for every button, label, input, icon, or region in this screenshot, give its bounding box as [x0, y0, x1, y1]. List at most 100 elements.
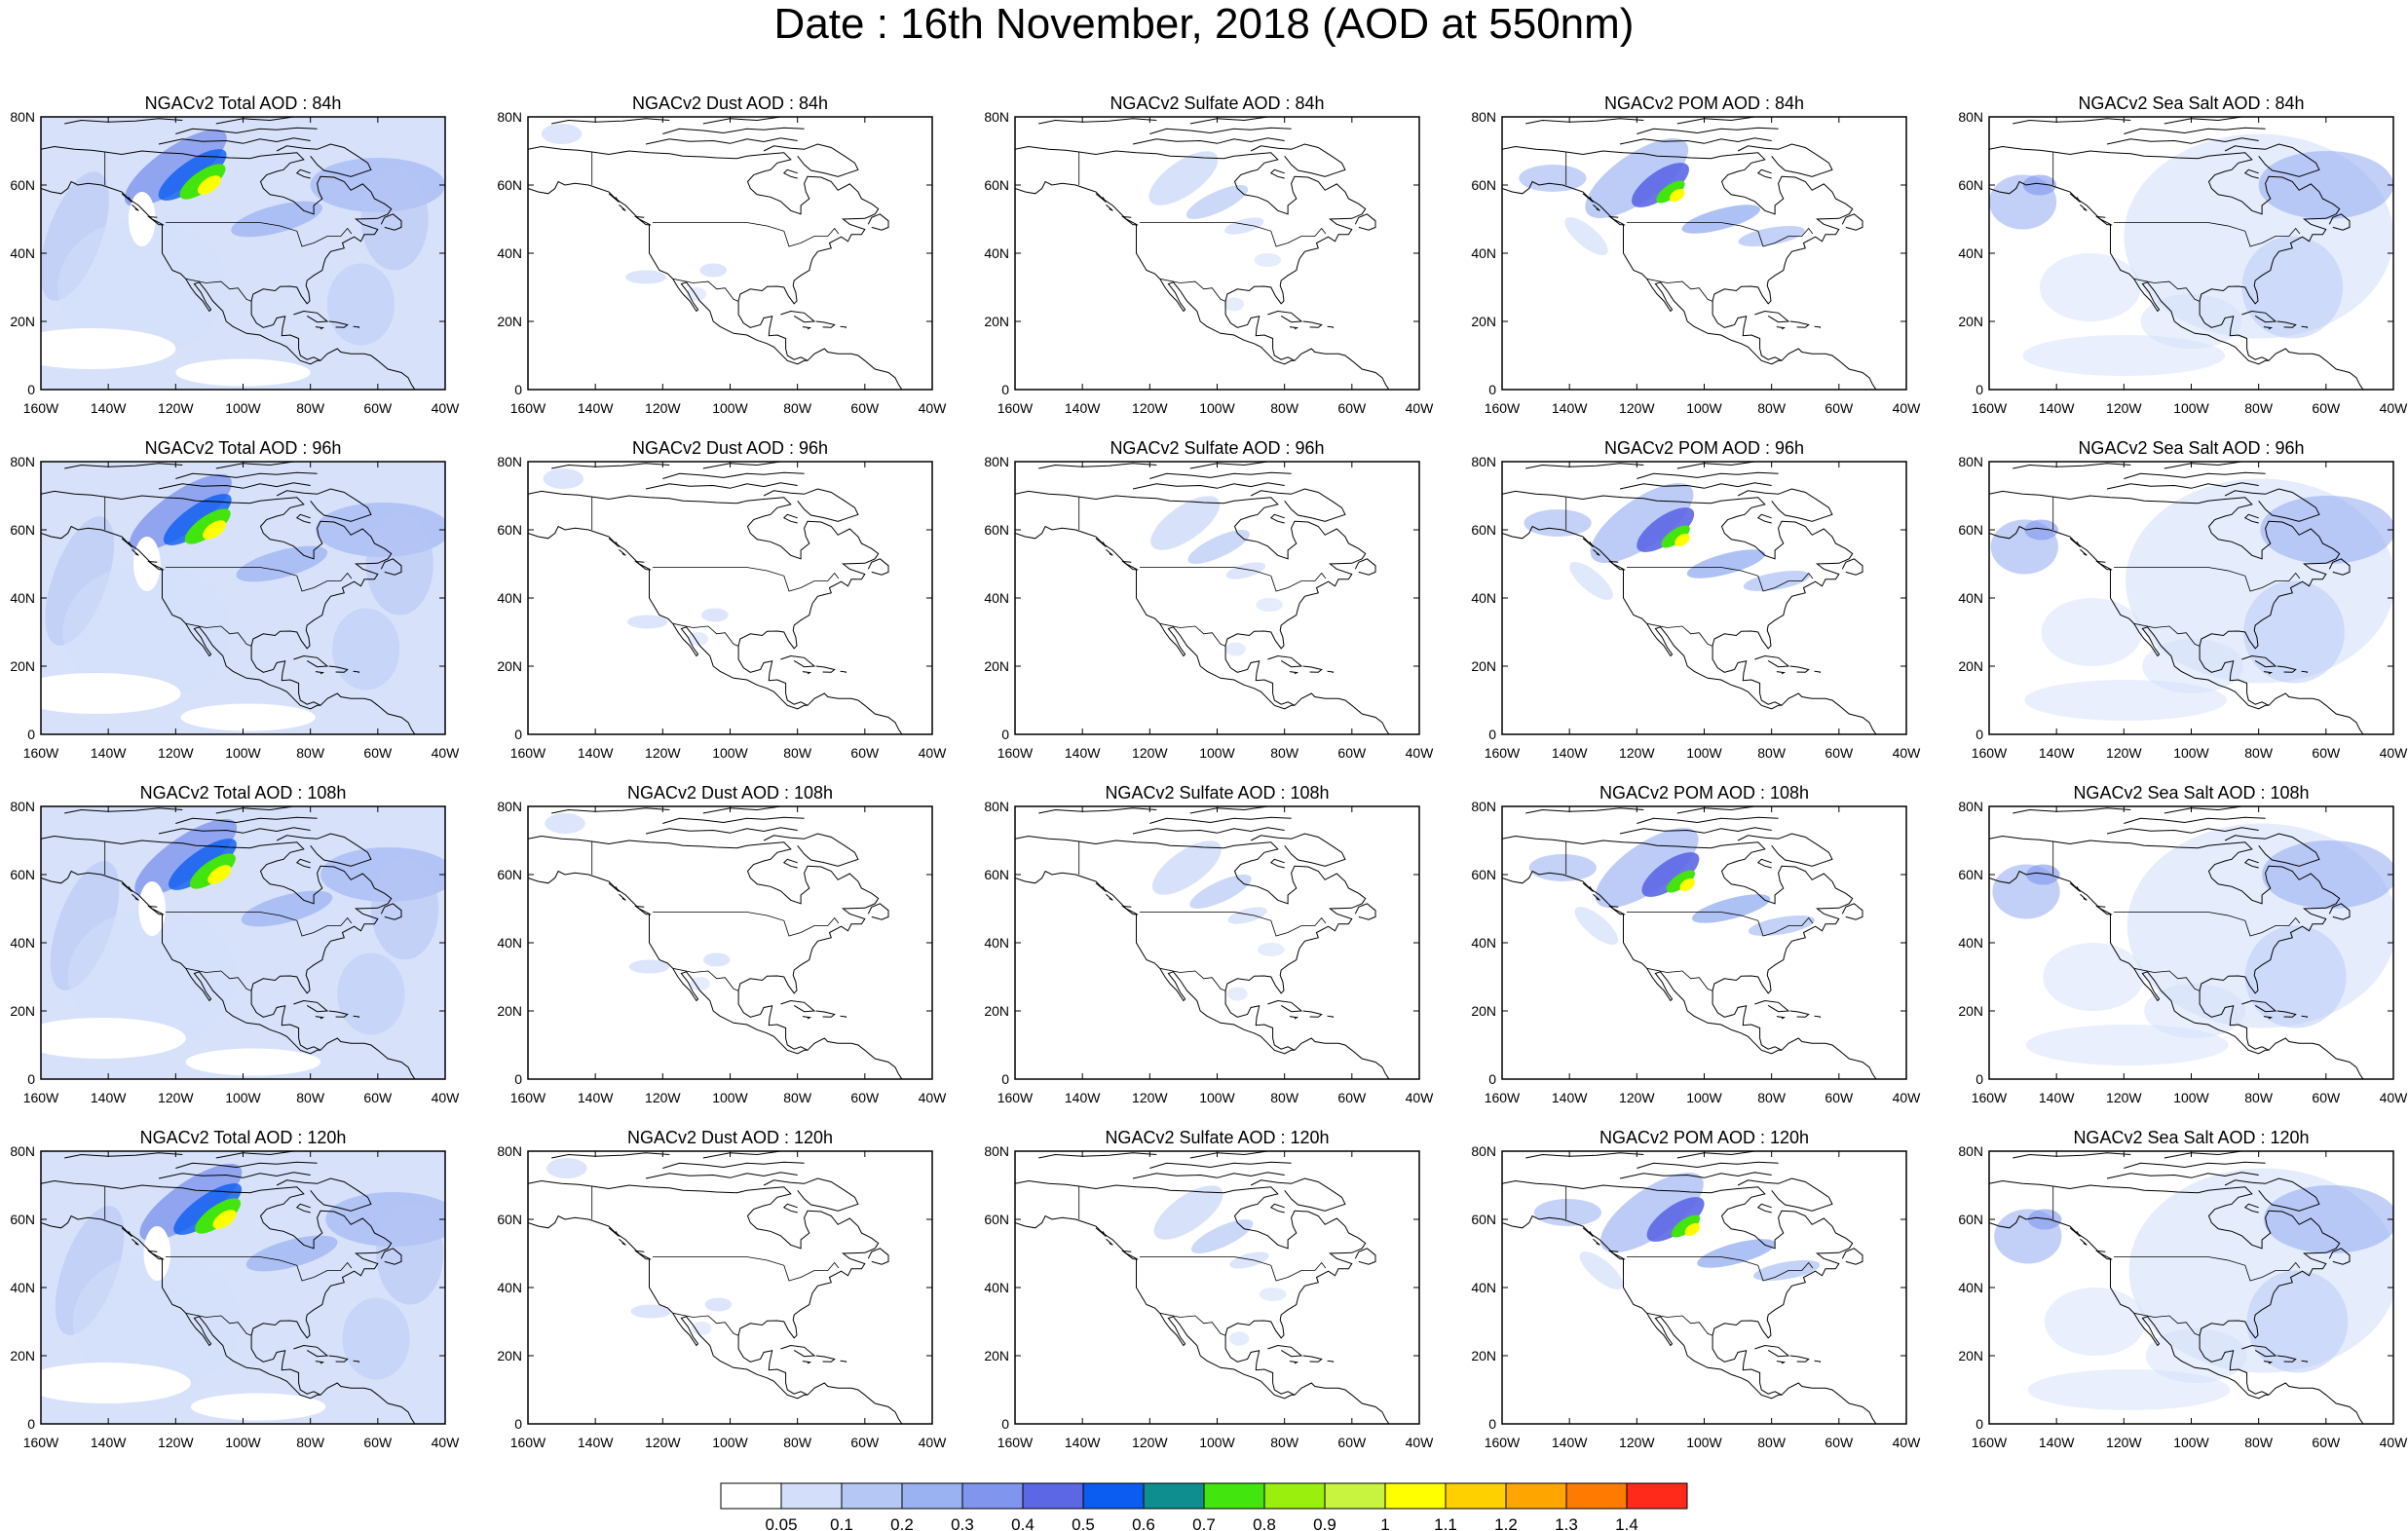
lat-tick-label: 40N	[10, 245, 35, 261]
aod-field	[1153, 1185, 1287, 1346]
map-panel: NGACv2 Sulfate AOD : 84h 0 20N 40N 60N 80N 160…	[984, 93, 1434, 416]
lon-tick-label: 100W	[2173, 1090, 2209, 1105]
lon-tick-label: 100W	[1686, 745, 1722, 761]
lat-tick-label: 60N	[10, 867, 35, 882]
panel-title: NGACv2 Total AOD : 120h	[140, 1128, 347, 1147]
lat-tick-label: 60N	[1958, 522, 1983, 538]
aod-field	[41, 806, 445, 1079]
lat-tick-label: 0	[514, 1416, 522, 1432]
lon-tick-label: 60W	[1825, 745, 1854, 761]
aod-contour	[1684, 1222, 1701, 1237]
lon-tick-label: 140W	[1065, 400, 1101, 416]
map-panel: NGACv2 POM AOD : 108h 0 20N 40N 60N 80N 160W 14…	[1471, 783, 1921, 1105]
lat-tick-label: 60N	[1958, 177, 1983, 193]
aod-field	[41, 117, 445, 390]
lon-tick-label: 80W	[1757, 400, 1787, 416]
lon-tick-label: 160W	[997, 745, 1034, 761]
aod-contour	[1224, 217, 1264, 235]
lon-tick-label: 60W	[1825, 1090, 1854, 1105]
coastline	[1502, 462, 1877, 734]
lon-tick-label: 40W	[1406, 400, 1435, 416]
coastline	[41, 462, 416, 734]
lat-tick-label: 0	[27, 1416, 35, 1432]
lon-tick-label: 120W	[1132, 400, 1168, 416]
lon-tick-label: 80W	[296, 1435, 325, 1450]
aod-contour	[1254, 253, 1282, 267]
aod-contour	[1519, 165, 1587, 192]
lon-tick-label: 60W	[1337, 400, 1367, 416]
lon-tick-label: 140W	[578, 745, 614, 761]
lat-tick-label: 60N	[984, 867, 1009, 882]
aod-contour	[1148, 151, 1219, 205]
panel-title: NGACv2 Dust AOD : 84h	[632, 93, 828, 113]
coastline	[41, 117, 416, 390]
aod-contour	[184, 508, 231, 544]
coastline	[1502, 806, 1877, 1079]
lon-tick-label: 120W	[1132, 745, 1168, 761]
aod-contour	[1569, 561, 1613, 601]
aod-contour	[701, 608, 729, 622]
aod-contour	[1225, 642, 1246, 656]
panel-title: NGACv2 Sea Salt AOD : 96h	[2078, 438, 2304, 458]
lon-tick-label: 120W	[158, 400, 194, 416]
lon-tick-label: 100W	[1199, 1090, 1235, 1105]
lon-tick-label: 160W	[1485, 745, 1521, 761]
lat-tick-label: 80N	[10, 454, 35, 469]
aod-contour	[376, 1202, 444, 1305]
lon-tick-label: 160W	[510, 1435, 546, 1450]
aod-contour	[1656, 180, 1685, 204]
lon-tick-label: 120W	[158, 1090, 194, 1105]
aod-contour	[163, 494, 232, 545]
aod-contour	[179, 164, 226, 200]
map-background	[528, 117, 932, 390]
lon-tick-label: 140W	[578, 1435, 614, 1450]
lat-tick-label: 80N	[10, 799, 35, 814]
aod-contour	[133, 537, 161, 591]
aod-contour	[2022, 174, 2057, 196]
lat-tick-label: 0	[27, 727, 35, 742]
map-background	[1502, 1151, 1906, 1424]
aod-contour	[2026, 1025, 2229, 1065]
aod-contour	[1258, 943, 1285, 956]
lat-tick-label: 60N	[1958, 867, 1983, 882]
aod-contour	[72, 1253, 242, 1390]
lat-tick-label: 40N	[10, 935, 35, 951]
lon-tick-label: 100W	[225, 400, 261, 416]
coastline	[41, 806, 416, 1079]
coastline	[1015, 462, 1390, 734]
panel-title: NGACv2 POM AOD : 84h	[1604, 93, 1804, 113]
lat-tick-label: 80N	[1471, 109, 1496, 125]
lon-tick-label: 80W	[2244, 1435, 2274, 1450]
aod-contour	[57, 219, 227, 355]
lon-tick-label: 80W	[2244, 400, 2274, 416]
lon-tick-label: 140W	[2039, 745, 2075, 761]
lon-tick-label: 60W	[1337, 1435, 1367, 1450]
lon-tick-label: 60W	[2312, 400, 2341, 416]
lon-tick-label: 100W	[2173, 745, 2209, 761]
lon-tick-label: 140W	[91, 1435, 127, 1450]
lon-tick-label: 40W	[1893, 1435, 1922, 1450]
aod-contour	[1226, 987, 1248, 1001]
coastline	[1989, 462, 2364, 734]
aod-contour	[41, 171, 109, 301]
aod-contour	[41, 673, 181, 714]
map-background	[1502, 117, 1906, 390]
panel-title: NGACv2 Total AOD : 84h	[145, 93, 342, 113]
lon-tick-label: 80W	[783, 745, 812, 761]
aod-contour	[1599, 1173, 1704, 1252]
aod-field	[1519, 138, 1805, 256]
lon-tick-label: 120W	[1619, 400, 1655, 416]
aod-contour	[203, 520, 227, 540]
aod-contour	[1738, 225, 1805, 247]
lat-tick-label: 40N	[1471, 245, 1496, 261]
lon-tick-label: 160W	[510, 1090, 546, 1105]
aod-contour	[625, 270, 666, 284]
lon-tick-label: 100W	[225, 745, 261, 761]
lat-tick-label: 40N	[1958, 245, 1983, 261]
lon-tick-label: 120W	[2106, 745, 2142, 761]
coastline	[1015, 1151, 1390, 1424]
aod-contour	[543, 468, 584, 489]
lon-tick-label: 160W	[510, 400, 546, 416]
lon-tick-label: 160W	[1972, 1090, 2008, 1105]
